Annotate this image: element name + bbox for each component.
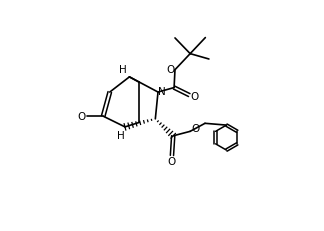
Text: O: O (167, 156, 175, 167)
Text: H: H (117, 131, 124, 141)
Text: O: O (191, 91, 199, 102)
Text: O: O (78, 112, 86, 122)
Text: O: O (191, 124, 199, 134)
Text: H: H (119, 65, 126, 75)
Text: N: N (158, 86, 166, 96)
Text: O: O (167, 64, 175, 75)
